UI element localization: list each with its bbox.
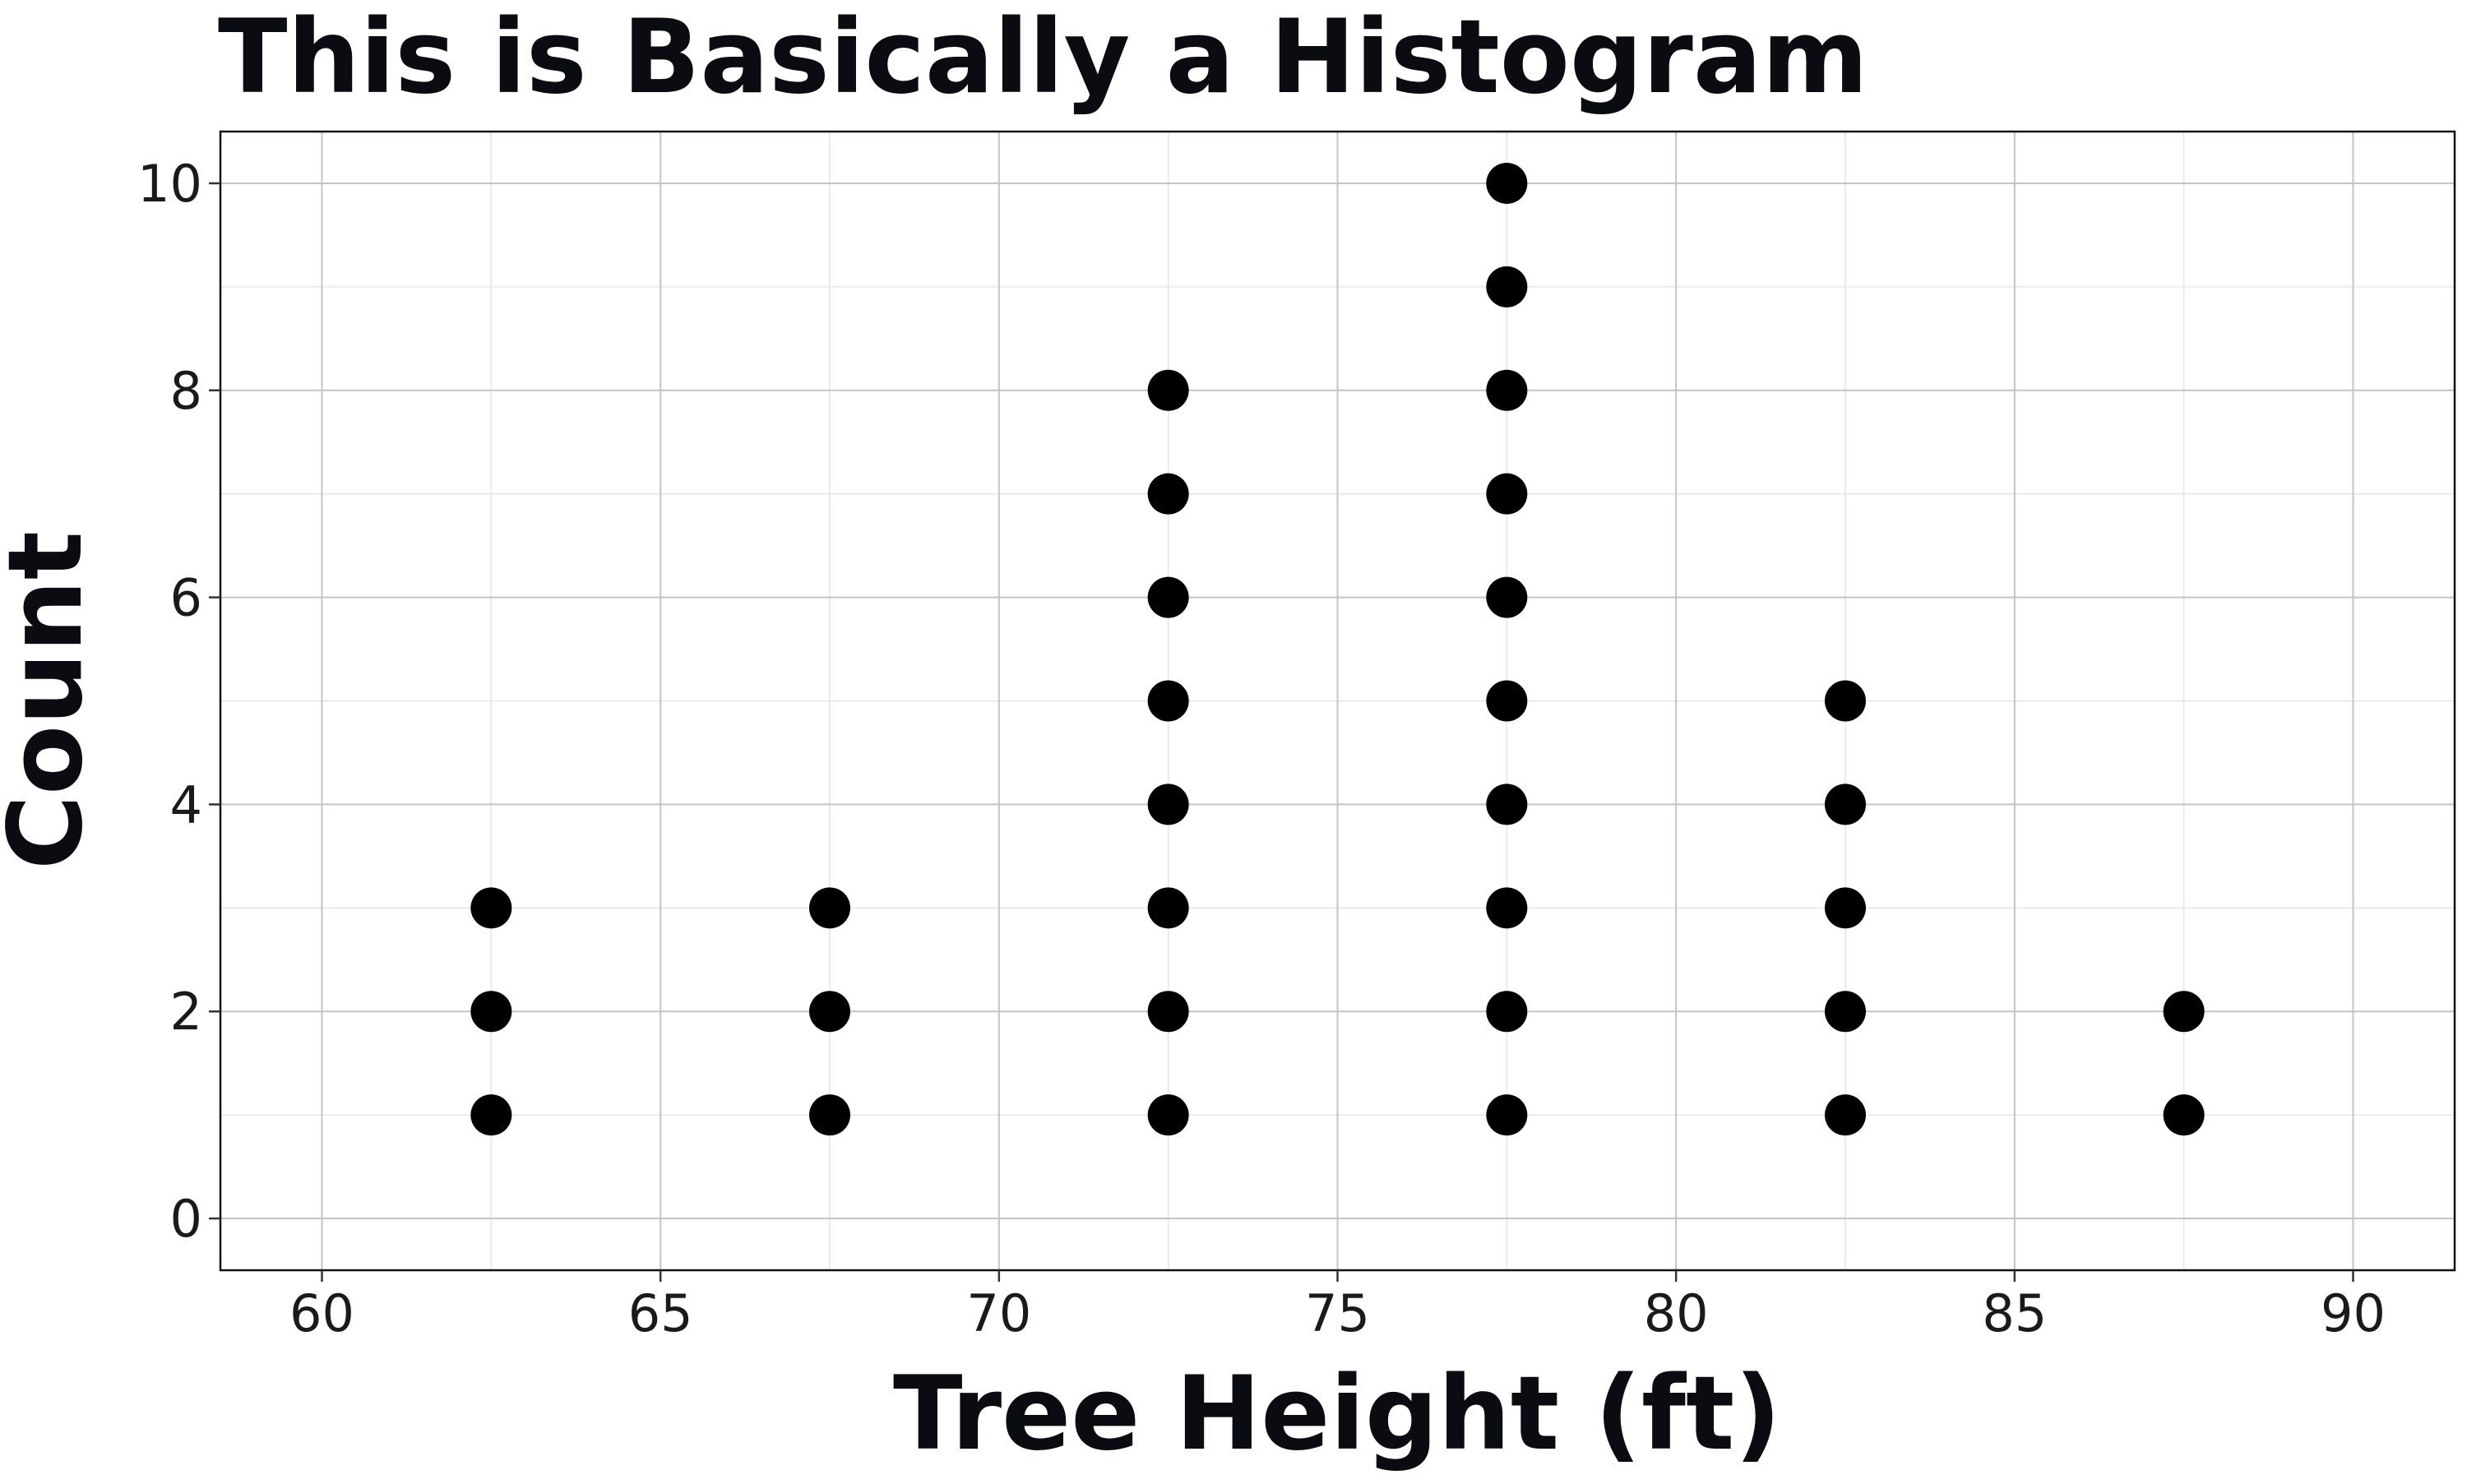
x-axis-ticks: 60 65 70 75 80 85 90 xyxy=(289,1270,2386,1343)
y-tick-label: 6 xyxy=(170,568,202,628)
y-tick-label: 0 xyxy=(170,1189,202,1249)
data-point xyxy=(1486,784,1528,825)
data-point xyxy=(809,887,850,929)
data-point xyxy=(1486,1094,1528,1136)
y-tick-label: 2 xyxy=(170,982,202,1042)
x-tick-label: 70 xyxy=(966,1283,1031,1343)
y-tick-label: 10 xyxy=(137,154,202,214)
data-point xyxy=(1486,162,1528,204)
x-tick-label: 65 xyxy=(628,1283,693,1343)
data-point xyxy=(1486,576,1528,618)
data-point xyxy=(2163,991,2205,1033)
data-point xyxy=(1147,473,1189,515)
data-point xyxy=(1486,473,1528,515)
y-tick-label: 4 xyxy=(170,774,202,834)
x-tick-label: 60 xyxy=(289,1283,354,1343)
major-gridlines xyxy=(220,132,2455,1270)
data-point xyxy=(1147,784,1189,825)
data-point xyxy=(1147,576,1189,618)
data-point xyxy=(1486,680,1528,722)
data-point xyxy=(2163,1094,2205,1136)
data-point xyxy=(809,1094,850,1136)
data-point xyxy=(1147,680,1189,722)
x-tick-label: 80 xyxy=(1644,1283,1709,1343)
data-point xyxy=(1486,991,1528,1033)
data-point xyxy=(1147,1094,1189,1136)
data-point xyxy=(470,991,512,1033)
chart-title: This is Basically a Histogram xyxy=(218,0,1868,117)
y-axis-ticks: 0 2 4 6 8 10 xyxy=(137,154,220,1249)
data-point xyxy=(1825,1094,1866,1136)
data-point xyxy=(1825,784,1866,825)
x-axis-title: Tree Height (ft) xyxy=(893,1355,1781,1473)
data-point xyxy=(1486,887,1528,929)
data-point xyxy=(1486,369,1528,411)
y-axis-title: Count xyxy=(0,531,105,870)
data-point xyxy=(809,991,850,1033)
data-point xyxy=(470,1094,512,1136)
x-tick-label: 75 xyxy=(1305,1283,1370,1343)
data-point xyxy=(1825,680,1866,722)
data-point xyxy=(1825,991,1866,1033)
data-point xyxy=(1147,991,1189,1033)
x-tick-label: 85 xyxy=(1982,1283,2047,1343)
y-tick-label: 8 xyxy=(170,361,202,421)
data-point xyxy=(1486,266,1528,307)
data-points xyxy=(470,162,2205,1136)
data-point xyxy=(470,887,512,929)
data-point xyxy=(1147,369,1189,411)
x-tick-label: 90 xyxy=(2321,1283,2386,1343)
data-point xyxy=(1147,887,1189,929)
data-point xyxy=(1825,887,1866,929)
